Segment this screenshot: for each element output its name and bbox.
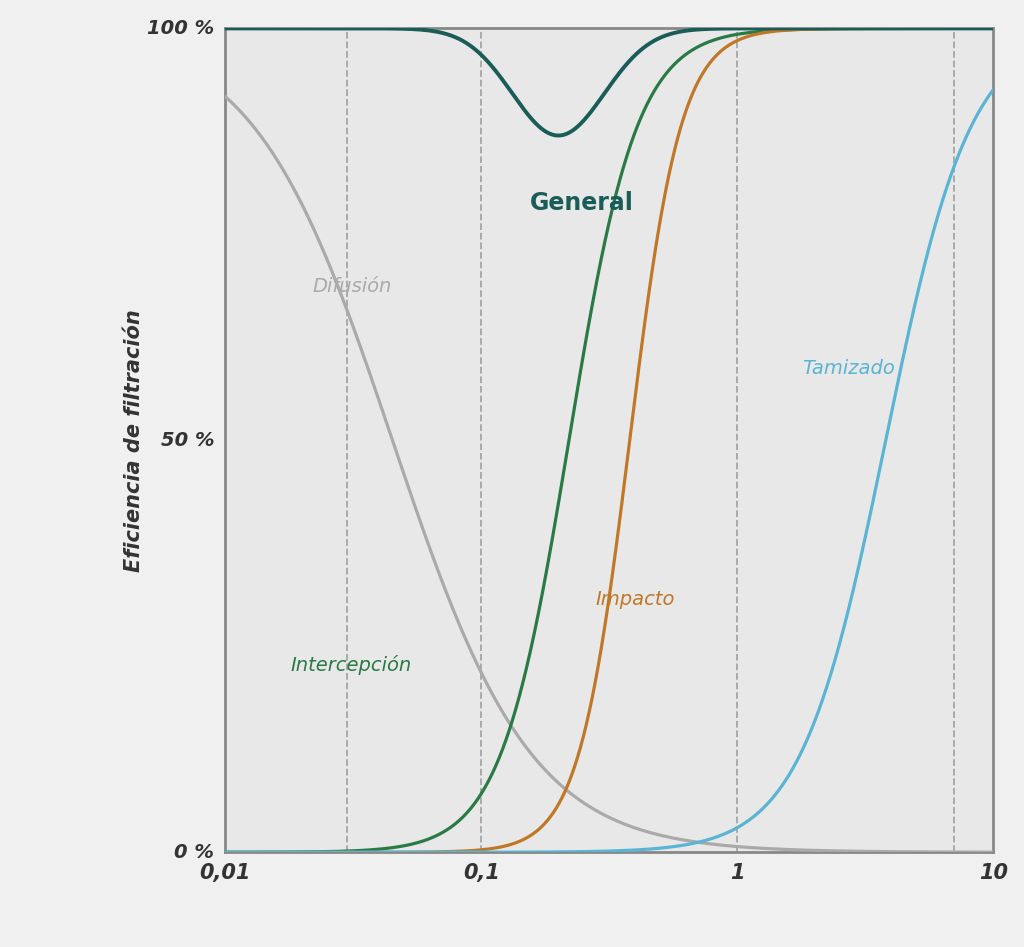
Text: 100 %: 100 % [147,19,214,38]
Text: Intercepción: Intercepción [291,655,412,675]
Text: 0 %: 0 % [174,843,214,862]
Text: Difusión: Difusión [313,277,392,296]
Text: Tamizado: Tamizado [803,360,895,379]
Text: General: General [530,190,634,215]
Y-axis label: Eficiencia de filtración: Eficiencia de filtración [124,309,144,572]
Text: 50 %: 50 % [161,431,214,450]
Text: Impacto: Impacto [596,590,675,609]
